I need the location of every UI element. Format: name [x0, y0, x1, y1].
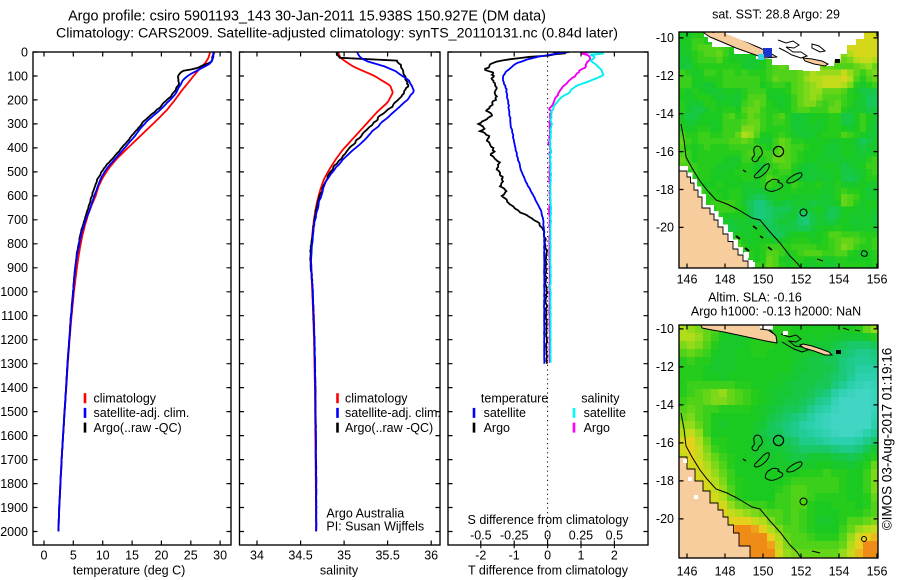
svg-text:152: 152	[791, 273, 812, 287]
svg-text:0: 0	[544, 549, 551, 563]
svg-text:-20: -20	[656, 221, 674, 235]
svg-text:152: 152	[791, 565, 812, 579]
svg-text:Argo(..raw -QC): Argo(..raw -QC)	[345, 421, 433, 435]
svg-text:Climatology: CARS2009. Satelli: Climatology: CARS2009. Satellite-adjuste…	[56, 26, 618, 42]
svg-text:150: 150	[753, 273, 774, 287]
svg-text:0.25: 0.25	[569, 529, 593, 543]
svg-text:-18: -18	[656, 183, 674, 197]
svg-text:34.5: 34.5	[288, 549, 312, 563]
svg-text:20: 20	[154, 549, 168, 563]
svg-text:-14: -14	[656, 398, 674, 412]
svg-text:400: 400	[7, 141, 28, 155]
svg-text:0.5: 0.5	[606, 529, 623, 543]
svg-text:S difference from climatology: S difference from climatology	[468, 513, 630, 527]
svg-text:10: 10	[96, 549, 110, 563]
svg-text:T difference from climatology: T difference from climatology	[468, 564, 629, 578]
svg-text:5: 5	[70, 549, 77, 563]
svg-text:1800: 1800	[0, 477, 28, 491]
svg-text:154: 154	[829, 273, 850, 287]
svg-text:0: 0	[21, 45, 28, 59]
svg-text:-12: -12	[656, 360, 674, 374]
svg-text:156: 156	[867, 565, 888, 579]
svg-text:Argo: Argo	[584, 421, 610, 435]
svg-text:Altim. SLA: -0.16: Altim. SLA: -0.16	[708, 291, 802, 305]
svg-text:temperature (deg C): temperature (deg C)	[73, 564, 186, 578]
svg-text:148: 148	[715, 565, 736, 579]
svg-text:1200: 1200	[0, 333, 28, 347]
svg-text:-1: -1	[509, 549, 520, 563]
svg-text:1100: 1100	[1, 309, 28, 323]
svg-text:-10: -10	[656, 322, 674, 336]
svg-text:1700: 1700	[0, 453, 28, 467]
svg-text:Argo h1000: -0.13 h2000: NaN: Argo h1000: -0.13 h2000: NaN	[691, 305, 861, 319]
svg-text:Argo Australia: Argo Australia	[326, 507, 404, 521]
svg-text:1500: 1500	[0, 405, 28, 419]
svg-text:Argo: Argo	[484, 421, 510, 435]
svg-text:35.5: 35.5	[375, 549, 399, 563]
svg-text:1400: 1400	[0, 381, 28, 395]
svg-text:0: 0	[41, 549, 48, 563]
svg-text:36: 36	[424, 549, 438, 563]
svg-text:-16: -16	[656, 436, 674, 450]
svg-text:sat. SST: 28.8 Argo: 29: sat. SST: 28.8 Argo: 29	[712, 8, 840, 22]
svg-text:154: 154	[829, 565, 850, 579]
svg-text:climatology: climatology	[345, 392, 408, 406]
svg-text:salinity: salinity	[320, 564, 359, 578]
svg-text:1600: 1600	[0, 429, 28, 443]
svg-text:0: 0	[544, 529, 551, 543]
svg-text:satellite-adj. clim.: satellite-adj. clim.	[94, 406, 190, 420]
svg-text:900: 900	[7, 261, 28, 275]
svg-text:climatology: climatology	[94, 392, 157, 406]
svg-text:Argo(..raw -QC): Argo(..raw -QC)	[94, 421, 182, 435]
svg-text:Argo profile: csiro 5901193_14: Argo profile: csiro 5901193_143 30-Jan-2…	[68, 9, 546, 25]
svg-text:156: 156	[867, 273, 888, 287]
svg-text:1900: 1900	[0, 501, 28, 515]
svg-text:200: 200	[7, 93, 28, 107]
svg-text:600: 600	[7, 189, 28, 203]
svg-text:500: 500	[7, 165, 28, 179]
svg-text:300: 300	[7, 117, 28, 131]
svg-text:satellite: satellite	[584, 406, 626, 420]
svg-text:-0.25: -0.25	[500, 529, 529, 543]
svg-text:-18: -18	[656, 474, 674, 488]
svg-text:34: 34	[250, 549, 264, 563]
svg-text:temperature: temperature	[481, 392, 548, 406]
svg-text:146: 146	[677, 273, 698, 287]
svg-text:800: 800	[7, 237, 28, 251]
svg-text:-12: -12	[656, 69, 674, 83]
svg-text:-20: -20	[656, 512, 674, 526]
svg-text:-2: -2	[475, 549, 486, 563]
svg-text:15: 15	[125, 549, 139, 563]
svg-text:148: 148	[715, 273, 736, 287]
svg-text:100: 100	[7, 69, 28, 83]
svg-text:satellite-adj. clim.: satellite-adj. clim.	[345, 406, 441, 420]
svg-text:700: 700	[7, 213, 28, 227]
svg-text:©IMOS 03-Aug-2017 01:19:16: ©IMOS 03-Aug-2017 01:19:16	[880, 348, 895, 531]
svg-text:-0.5: -0.5	[470, 529, 492, 543]
svg-text:2: 2	[611, 549, 618, 563]
svg-text:35: 35	[337, 549, 351, 563]
svg-text:30: 30	[213, 549, 227, 563]
svg-text:-14: -14	[656, 107, 674, 121]
svg-text:146: 146	[677, 565, 698, 579]
svg-text:-16: -16	[656, 145, 674, 159]
svg-text:salinity: salinity	[581, 392, 620, 406]
svg-text:1: 1	[578, 549, 585, 563]
svg-text:PI: Susan Wijffels: PI: Susan Wijffels	[326, 520, 424, 534]
svg-text:1300: 1300	[0, 357, 28, 371]
svg-text:satellite: satellite	[484, 406, 526, 420]
svg-text:-10: -10	[656, 31, 674, 45]
svg-text:1000: 1000	[0, 285, 28, 299]
svg-text:2000: 2000	[0, 525, 28, 539]
svg-text:150: 150	[753, 565, 774, 579]
svg-text:25: 25	[184, 549, 198, 563]
